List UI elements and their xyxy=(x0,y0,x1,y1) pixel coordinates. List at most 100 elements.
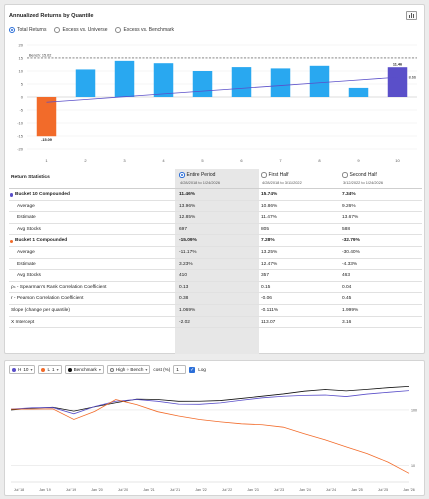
low-bucket-select[interactable]: L 1 ▾ xyxy=(38,365,62,374)
x-tick-label: Jul '24 xyxy=(326,488,336,492)
period-second-half[interactable]: Second Half 3/12/2022 to 1/24/2026 xyxy=(342,172,384,185)
stats-cell: 12.85% xyxy=(179,215,196,221)
stats-row: Average -11.17% 13.25% -30.40% xyxy=(9,247,422,259)
bar xyxy=(36,97,57,137)
chart-controls: H 10 ▾ L 1 ▾ Benchmark ▾ High ÷ Bench ▾ cost (… xyxy=(9,365,206,374)
stats-cell: 11.47% xyxy=(261,215,277,221)
stats-cell: 13.67% xyxy=(342,215,359,221)
cost-input[interactable] xyxy=(173,365,187,374)
stats-row-label: Avg Stocks xyxy=(17,226,41,232)
bar xyxy=(231,67,252,97)
stats-cell: -15.09% xyxy=(179,238,197,244)
y-tick-label: 10 xyxy=(19,69,24,74)
stats-cell: 697 xyxy=(179,226,188,232)
stats-cell: 805 xyxy=(261,226,270,232)
bar xyxy=(114,60,135,97)
stats-cell: -0.111% xyxy=(261,307,279,313)
stats-cell: 113.07 xyxy=(261,319,276,325)
quantile-bar-chart: -20 -15 -10 -5 0 5 10 15 20 Bench: 15.02 1 2 3 4 5 6 7 8 9… xyxy=(17,43,417,163)
option-excess-universe[interactable]: Excess vs. Universe xyxy=(54,27,107,33)
stats-row: ρₛ - Spearman's Rank Correlation Coeffic… xyxy=(9,282,422,294)
y-tick-label: 5 xyxy=(21,82,24,87)
stats-cell: 7.28% xyxy=(261,238,275,244)
stats-row: Average 13.96% 10.86% 9.26% xyxy=(9,201,422,213)
stats-cell: -4.33% xyxy=(342,261,358,267)
stats-cell: 1.999% xyxy=(342,307,359,313)
ratio-select[interactable]: High ÷ Bench ▾ xyxy=(106,365,151,374)
y-tick-label: 20 xyxy=(19,43,24,48)
stats-row-label: ρₛ - Spearman's Rank Correlation Coeffic… xyxy=(11,284,107,290)
stats-row: Bucket 1 Compounded -15.09% 7.28% -32.79% xyxy=(9,235,422,247)
bar xyxy=(309,65,330,97)
stats-row-label: Bucket 10 Compounded xyxy=(15,192,70,197)
x-tick-label: Jul '20 xyxy=(118,488,128,492)
radio-icon xyxy=(54,27,61,33)
stats-cell: 3.23% xyxy=(179,261,193,267)
stats-cell: 12.47% xyxy=(261,261,278,267)
x-tick-label: 4 xyxy=(162,158,165,163)
x-tick-label: Jul '23 xyxy=(274,488,284,492)
y-tick-label: 10 xyxy=(411,464,415,468)
benchmark-select[interactable]: Benchmark ▾ xyxy=(64,365,104,374)
stats-cell: 0.15 xyxy=(261,284,271,290)
chevron-down-icon: ▾ xyxy=(56,367,59,372)
series-line xyxy=(10,390,410,415)
stats-row-label: Estimate xyxy=(17,261,36,267)
stats-cell: 3.16 xyxy=(342,319,352,325)
stats-cell: 10.86% xyxy=(261,203,278,209)
log-checkbox[interactable]: ✓ xyxy=(189,366,196,373)
period-entire[interactable]: Entire Period 4/28/2018 to 1/24/2026 xyxy=(179,172,221,185)
y-tick-label: 0 xyxy=(21,95,24,100)
stats-cell: -30.40% xyxy=(342,249,360,255)
series-swatch xyxy=(67,367,72,372)
x-tick-label: Jul '18 xyxy=(14,488,24,492)
stats-row: Bucket 10 Compounded 11.46% 15.74% 7.34% xyxy=(9,189,422,201)
stats-cell: 0.04 xyxy=(342,284,352,290)
y-tick-label: 15 xyxy=(19,56,24,61)
series-line xyxy=(10,399,410,474)
y-tick-label: -20 xyxy=(17,147,24,152)
high-bucket-select[interactable]: H 10 ▾ xyxy=(9,365,36,374)
option-total-returns[interactable]: Total Returns xyxy=(9,27,46,33)
log-label: Log xyxy=(198,367,206,372)
stats-row-label: r - Pearson Correlation Coefficient xyxy=(11,296,84,302)
return-statistics-table: Return Statistics Entire Period 4/28/201… xyxy=(9,169,422,354)
x-tick-label: Jan '19 xyxy=(39,488,50,492)
x-tick-label: Jan '23 xyxy=(247,488,258,492)
stats-cell: 0.38 xyxy=(179,296,189,302)
stats-title: Return Statistics xyxy=(11,175,50,180)
stats-cell: -11.17% xyxy=(179,249,197,255)
x-tick-label: 1 xyxy=(45,158,48,163)
stats-row-label: X Intercept xyxy=(11,319,35,325)
stats-row: Slope (change per quantile) 1.069% -0.111%… xyxy=(9,305,422,317)
stats-row-label: Bucket 1 Compounded xyxy=(15,238,68,244)
data-label-first: -15.09 xyxy=(41,138,52,142)
x-tick-label: 6 xyxy=(240,158,243,163)
series-swatch xyxy=(41,367,46,372)
bar xyxy=(387,67,408,97)
x-tick-label: 10 xyxy=(395,158,400,163)
y-tick-label: -5 xyxy=(19,108,23,113)
stats-row: Avg Stocks 697 805 588 xyxy=(9,224,422,236)
x-tick-label: Jul '19 xyxy=(66,488,76,492)
y-tick-label: -10 xyxy=(17,121,24,126)
x-tick-label: Jan '24 xyxy=(299,488,310,492)
chart-menu-button[interactable] xyxy=(406,11,417,20)
x-tick-label: Jan '26 xyxy=(403,488,414,492)
x-tick-label: 9 xyxy=(357,158,360,163)
bucket-dot-icon xyxy=(10,193,14,197)
stats-cell: 588 xyxy=(342,226,351,232)
data-label-trend: 8.66 xyxy=(409,76,416,80)
x-tick-label: Jan '20 xyxy=(91,488,102,492)
stats-row: X Intercept -2.02 113.07 3.16 xyxy=(9,317,422,329)
option-excess-benchmark[interactable]: Excess vs. Benchmark xyxy=(115,27,174,33)
stats-row: Avg Stocks 410 357 463 xyxy=(9,270,422,282)
stats-cell: 1.069% xyxy=(179,307,196,313)
period-first-half[interactable]: First Half 4/28/2018 to 3/11/2022 xyxy=(261,172,302,185)
chevron-down-icon: ▾ xyxy=(145,367,148,372)
radio-icon xyxy=(261,172,267,178)
chevron-down-icon: ▾ xyxy=(30,367,33,372)
panel-title: Annualized Returns by Quantile xyxy=(9,13,94,19)
stats-cell: 11.46% xyxy=(179,192,196,197)
bar-chart-icon xyxy=(408,15,410,18)
